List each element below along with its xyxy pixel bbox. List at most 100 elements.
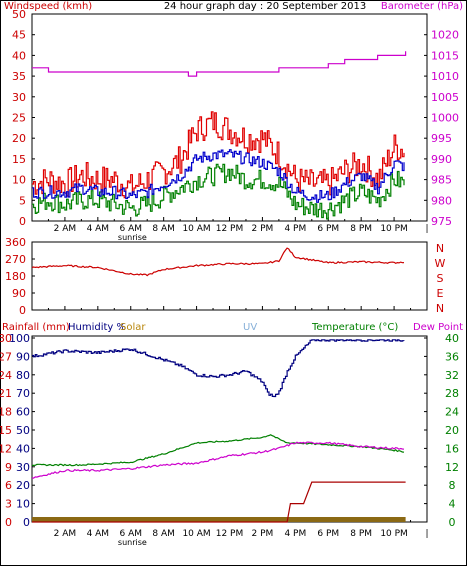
temperature-y-tick-label: 12 xyxy=(445,461,459,474)
dewpoint-line xyxy=(31,441,405,479)
barometer-y-tick-label: 1000 xyxy=(431,112,459,125)
windspeed-y-tick-label: 40 xyxy=(12,49,26,62)
windspeed-y-tick-label: 15 xyxy=(12,153,26,166)
temperature-y-tick-label: 20 xyxy=(445,424,459,437)
rainfall-axis-title: Rainfall (mm) xyxy=(2,322,70,333)
humidity-y-tick-label: 90 xyxy=(16,350,30,363)
humidity-y-tick-label: 10 xyxy=(16,498,30,511)
temperature-y-tick-label: 40 xyxy=(445,332,459,345)
rainfall-line xyxy=(32,481,406,523)
windspeed-y-tick-label: 10 xyxy=(12,174,26,187)
temperature-y-tick-label: 32 xyxy=(445,369,459,382)
compass-label-n: N xyxy=(436,302,444,315)
bottom-x-tick-label: 8 PM xyxy=(350,529,372,539)
temperature-axis-title: Temperature (°C) xyxy=(311,322,398,333)
bottom-x-tick-label: 10 PM xyxy=(380,529,408,539)
rain-y-tick-label: 15 xyxy=(0,424,12,437)
rain-y-tick-label: 9 xyxy=(5,461,12,474)
rain-y-tick-label: 30 xyxy=(0,332,12,345)
temperature-y-tick-label: 8 xyxy=(449,479,456,492)
windspeed-axis-title: Windspeed (kmh) xyxy=(4,1,92,12)
windspeed-y-tick-label: 30 xyxy=(12,91,26,104)
bottom-x-tick-label: 4 PM xyxy=(284,529,306,539)
series-layer xyxy=(31,51,407,523)
wind-x-tick-label: 6 AM xyxy=(119,224,142,234)
wind-x-tick-label: 2 AM xyxy=(54,224,77,234)
windspeed-y-tick-label: 5 xyxy=(19,194,26,207)
bottom-x-tick-label: 4 AM xyxy=(87,529,110,539)
wind-x-tick-label: 2 PM xyxy=(252,224,274,234)
label-layer: 2 AM 2 AM 4 AM 4 AM 6 AM 6 AM 8 AM 8 AM 10 AM 10 … xyxy=(0,8,459,547)
temperature-y-tick-label: 16 xyxy=(445,442,459,455)
wind-direction-line xyxy=(31,247,405,277)
compass-label-e: E xyxy=(437,287,444,300)
rain-y-tick-label: 6 xyxy=(5,479,12,492)
bottom-x-tick-label: 6 AM xyxy=(119,529,142,539)
rain-y-tick-label: 12 xyxy=(0,442,12,455)
solar-bar xyxy=(32,517,406,522)
temperature-y-tick-label: 4 xyxy=(449,498,456,511)
wind-x-end-mark: | xyxy=(425,224,428,234)
humidity-y-tick-label: 80 xyxy=(16,369,30,382)
windspeed-y-tick-label: 20 xyxy=(12,132,26,145)
windspeed-y-tick-label: 25 xyxy=(12,112,26,125)
humidity-y-tick-label: 20 xyxy=(16,479,30,492)
compass-label-s: S xyxy=(437,272,444,285)
barometer-y-tick-label: 990 xyxy=(431,153,452,166)
barometer-y-tick-label: 1005 xyxy=(431,91,459,104)
humidity-y-tick-label: 70 xyxy=(16,387,30,400)
uv-axis-title: UV xyxy=(243,322,257,333)
barometer-y-tick-label: 1015 xyxy=(431,49,459,62)
temperature-y-tick-label: 36 xyxy=(445,350,459,363)
barometer-y-tick-label: 1010 xyxy=(431,70,459,83)
wind-x-tick-label: 10 PM xyxy=(380,224,408,234)
wind-gust-line xyxy=(32,111,405,199)
humidity-y-tick-label: 60 xyxy=(16,406,30,419)
bottom-x-tick-label: 2 PM xyxy=(252,529,274,539)
temperature-y-tick-label: 28 xyxy=(445,387,459,400)
humidity-y-tick-label: 30 xyxy=(16,461,30,474)
humidity-y-tick-label: 40 xyxy=(16,442,30,455)
rain-y-tick-label: 0 xyxy=(5,516,12,529)
temperature-y-tick-label: 24 xyxy=(445,406,459,419)
wind-x-tick-label: 8 AM xyxy=(152,224,175,234)
windspeed-y-tick-label: 50 xyxy=(12,8,26,21)
temperature-y-tick-label: 0 xyxy=(449,516,456,529)
wind-x-tick-label: 6 PM xyxy=(317,224,339,234)
barometer-axis-title: Barometer (hPa) xyxy=(381,1,463,12)
barometer-y-tick-label: 995 xyxy=(431,132,452,145)
direction-y-tick-label: 0 xyxy=(19,304,26,317)
direction-y-tick-label: 270 xyxy=(5,253,26,266)
rain-y-tick-label: 18 xyxy=(0,406,12,419)
bottom-x-tick-label: 8 AM xyxy=(152,529,175,539)
wind-x-tick-label: 12 PM xyxy=(216,224,244,234)
sunrise-marker-label: sunrise xyxy=(118,538,147,547)
direction-y-tick-label: 180 xyxy=(5,270,26,283)
temperature-line xyxy=(32,434,405,467)
barometer-y-tick-label: 1020 xyxy=(431,29,459,42)
bottom-x-tick-label: 10 AM xyxy=(182,529,210,539)
wind-x-tick-label: 4 AM xyxy=(87,224,110,234)
bottom-x-tick-label: 12 PM xyxy=(216,529,244,539)
humidity-line xyxy=(32,339,405,398)
rain-y-tick-label: 3 xyxy=(5,498,12,511)
humidity-y-tick-label: 100 xyxy=(9,332,30,345)
bottom-x-tick-label: 2 AM xyxy=(54,529,77,539)
wind-average-line xyxy=(32,149,405,203)
rain-y-tick-label: 24 xyxy=(0,369,12,382)
barometer-y-tick-label: 980 xyxy=(431,194,452,207)
compass-label-n: N xyxy=(436,242,444,255)
humidity-y-tick-label: 50 xyxy=(16,424,30,437)
rain-y-tick-label: 21 xyxy=(0,387,12,400)
windspeed-y-tick-label: 45 xyxy=(12,29,26,42)
windspeed-y-tick-label: 35 xyxy=(12,70,26,83)
direction-y-tick-label: 360 xyxy=(5,236,26,249)
sunrise-marker-label: sunrise xyxy=(118,233,147,242)
dewpoint-axis-title: Dew Point xyxy=(413,322,463,333)
barometer-line xyxy=(32,51,407,77)
humidity-axis-title: Humidity % xyxy=(68,322,126,333)
direction-y-tick-label: 90 xyxy=(12,287,26,300)
solar-axis-title: Solar xyxy=(120,322,146,333)
